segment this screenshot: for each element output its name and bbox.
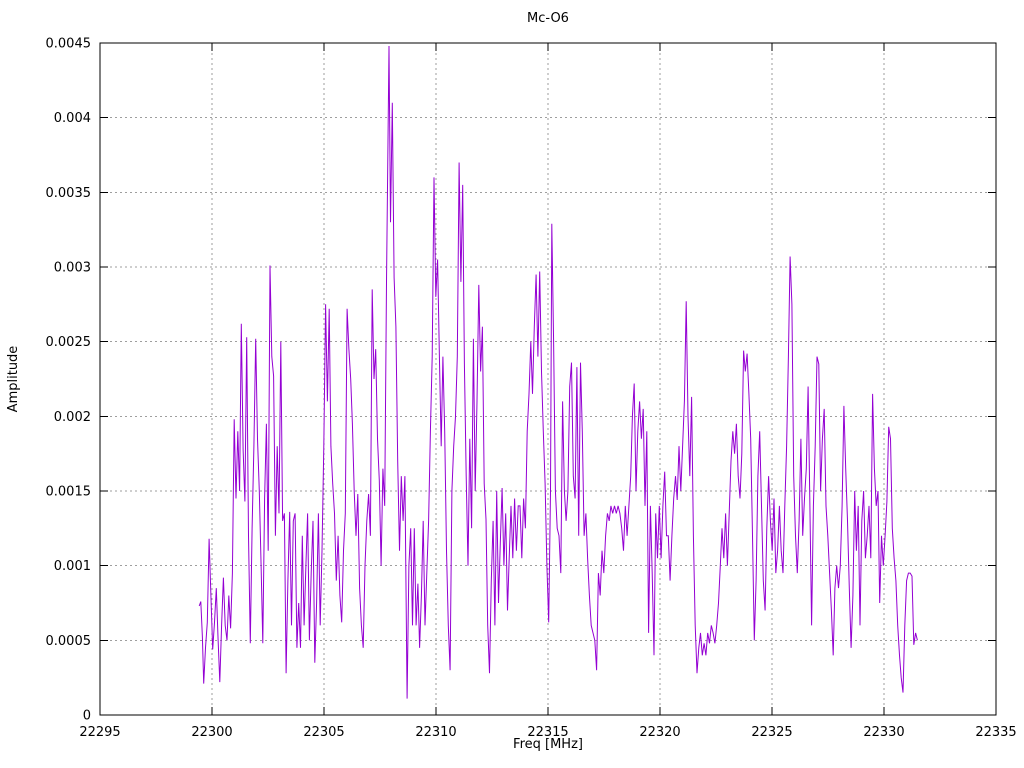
- x-axis-tick-labels: 22295 22300 22305 22310 22315 22320 22325 22330…: [79, 725, 1016, 740]
- y-tick-label: 0.0015: [46, 485, 92, 500]
- y-tick-label: 0.0045: [46, 37, 92, 52]
- x-tick-label: 22310: [415, 725, 456, 740]
- x-tick-label: 22300: [191, 725, 232, 740]
- y-tick-label: 0.0025: [46, 335, 92, 350]
- y-tick-label: 0.004: [54, 111, 91, 126]
- x-tick-label: 22305: [303, 725, 344, 740]
- y-axis-tick-labels: 0 0.0005 0.001 0.0015 0.002 0.0025 0.003 0.0035…: [46, 37, 92, 724]
- x-tick-label: 22320: [639, 725, 680, 740]
- x-tick-label: 22335: [975, 725, 1016, 740]
- y-tick-label: 0.003: [54, 261, 91, 276]
- x-axis-label: Freq [MHz]: [513, 737, 583, 752]
- x-tick-label: 22315: [527, 725, 568, 740]
- y-tick-label: 0: [83, 709, 91, 724]
- y-tick-label: 0.0035: [46, 186, 92, 201]
- y-tick-label: 0.0005: [46, 634, 92, 649]
- x-tick-label: 22325: [751, 725, 792, 740]
- spectrum-line: [198, 45, 918, 699]
- x-tick-label: 22295: [79, 725, 120, 740]
- y-tick-label: 0.002: [54, 410, 91, 425]
- chart-title: Mc-O6: [527, 11, 569, 26]
- x-tick-label: 22330: [863, 725, 904, 740]
- y-axis-label: Amplitude: [6, 346, 21, 413]
- y-tick-label: 0.001: [54, 559, 91, 574]
- axis-tick-marks: [99, 42, 997, 716]
